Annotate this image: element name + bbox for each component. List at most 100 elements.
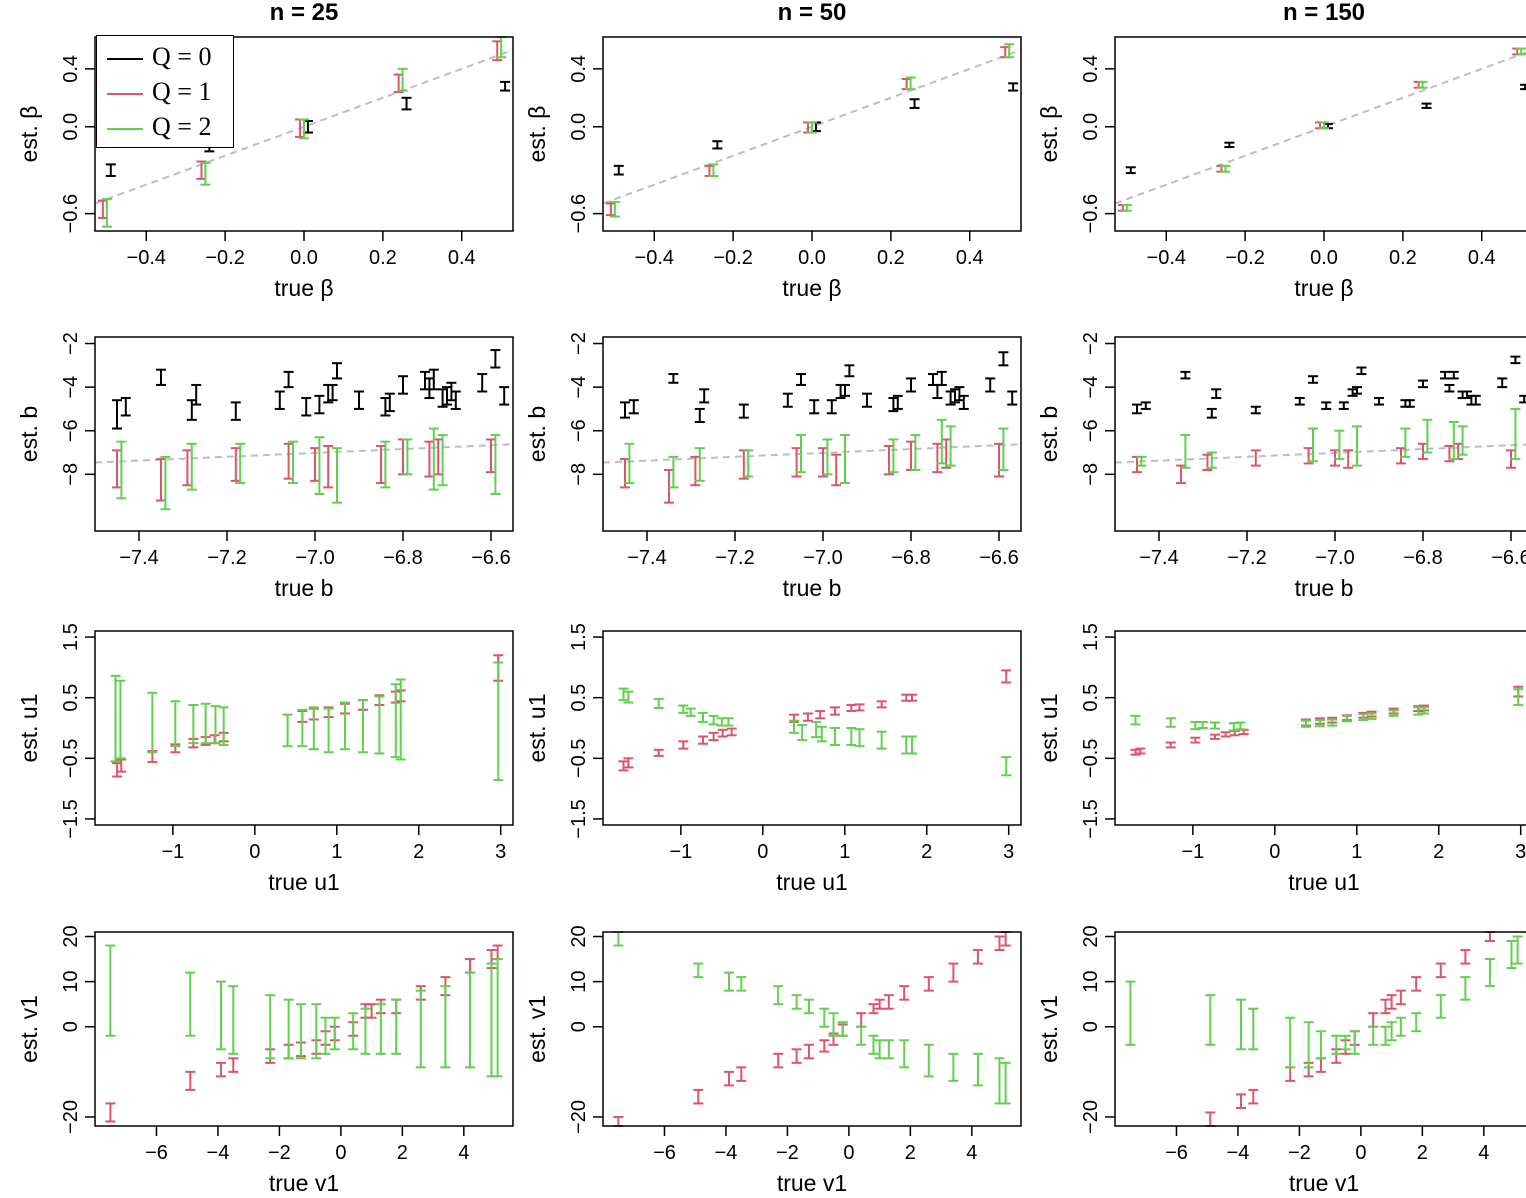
error-bar [1248,1007,1259,1051]
error-bar [1121,203,1132,212]
legend-label-q2: Q = 2 [152,112,212,141]
error-bar [668,373,679,384]
error-bar [170,700,181,748]
error-bar [1516,47,1526,56]
error-bar [1506,940,1517,970]
y-tick-label: −6 [1080,419,1102,442]
error-bar [116,440,127,500]
error-bar [906,693,917,702]
error-bar [972,949,983,965]
error-bar [1220,164,1231,173]
error-bar [216,1061,227,1078]
error-bar [840,434,850,485]
x-tick-label: 0 [249,841,260,863]
x-axis-label: true b [275,575,334,601]
x-tick-label: −4 [207,1142,230,1164]
error-bar [1125,166,1136,175]
y-tick-label: −0.5 [568,739,590,778]
error-bar [1418,379,1428,389]
error-bar [954,386,965,402]
x-tick-label: 0 [1269,841,1280,863]
legend-swatch-q0 [107,58,143,60]
error-bar [624,442,635,485]
error-bar [1352,386,1362,395]
error-bar [708,731,719,742]
error-bar [1497,377,1508,389]
error-bar [803,998,814,1015]
error-bar [1343,449,1354,469]
y-tick-label: −0.6 [1080,194,1102,233]
x-axis-label: true b [1295,575,1354,601]
error-bar [147,691,158,754]
error-bar [492,944,503,961]
error-bar [366,1003,377,1019]
x-tick-label: 4 [1478,1142,1489,1164]
x-tick-label: −6.6 [471,547,510,569]
error-bar [899,1039,910,1069]
y-tick-label: 20 [1080,925,1102,947]
error-bar [1165,717,1176,728]
error-bar [1180,434,1191,469]
error-bar [1132,403,1142,415]
error-bar [1135,747,1146,755]
error-bar [796,373,806,386]
error-bar [1308,375,1318,384]
x-tick-label: 4 [458,1142,469,1164]
error-bar [1008,82,1019,92]
error-bar [668,455,679,489]
error-bar [105,1102,116,1123]
error-bar [283,998,294,1060]
error-bar [314,436,325,495]
error-bar [115,679,126,760]
y-tick-label: −2 [60,332,82,355]
error-bar [477,373,488,393]
error-bar [892,394,903,410]
y-tick-label: 0.0 [1080,113,1102,141]
error-bar [1435,994,1446,1019]
y-axis-label: est. β [1036,106,1062,163]
error-bar [846,727,857,746]
error-bar [788,719,799,734]
x-tick-label: −6 [145,1142,168,1164]
error-bar [699,388,710,404]
x-tick-label: 2 [413,841,424,863]
error-bar [398,375,408,395]
error-bar [693,962,704,979]
error-bar [791,1048,802,1064]
error-bar [868,1003,879,1015]
y-tick-label: 1.5 [60,623,82,651]
error-bar [288,440,298,485]
y-tick-label: −2 [1080,332,1102,355]
error-bar [1340,1034,1351,1051]
y-tick-label: 1.5 [568,623,590,651]
error-bar [876,730,887,750]
error-bar [1321,401,1332,410]
x-tick-label: −1 [669,841,692,863]
y-axis-label: est. v1 [524,995,550,1063]
y-tick-label: 10 [60,971,82,993]
error-bar [1224,141,1235,149]
error-bar [428,427,439,491]
error-bar [1211,388,1222,400]
error-bar [311,1003,322,1060]
error-bar [837,1021,848,1037]
x-tick-label: 2 [1417,1142,1428,1164]
error-bar [1236,998,1247,1051]
error-bar [856,1025,867,1046]
error-bar [807,121,817,134]
error-bar [295,1003,306,1060]
error-bar [339,701,350,751]
error-bar [811,720,822,739]
error-bar [116,758,127,773]
error-bar [1220,731,1231,738]
error-bar [905,76,916,91]
error-bar [1462,390,1472,400]
x-tick-label: 4 [966,1142,977,1164]
error-bar [985,377,996,393]
error-bar [490,349,501,369]
error-bar [883,994,894,1010]
error-bar [450,390,461,410]
error-bar [1380,1025,1391,1046]
x-tick-label: −7.4 [627,547,666,569]
x-tick-label: −4 [1227,1142,1250,1164]
